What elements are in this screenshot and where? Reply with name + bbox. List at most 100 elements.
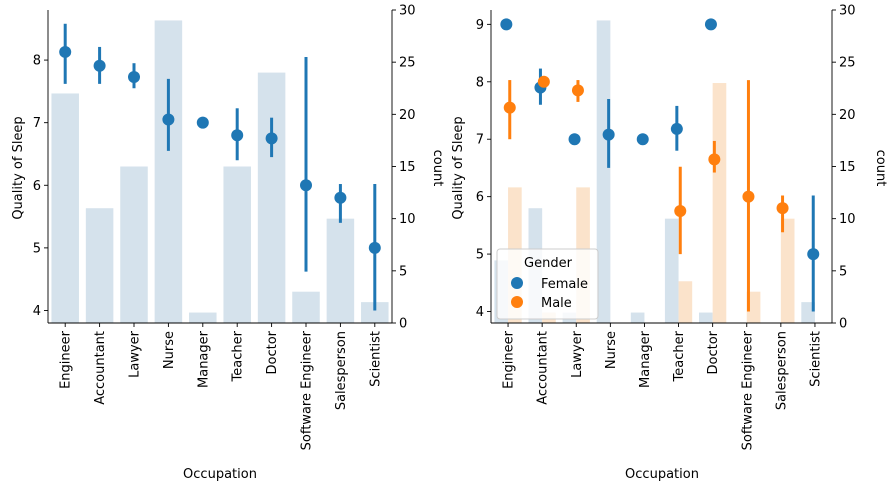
left-count-bar [292,291,320,323]
legend-female-marker [511,277,523,289]
left-ylabel: Quality of Sleep [11,116,26,219]
right-xlabel: Occupation [625,467,699,482]
left-xtick-label: Engineer [59,330,74,389]
right-y2tick-label: 5 [839,264,847,279]
left-point-all [334,191,347,204]
legend-title: Gender [524,256,573,271]
left-y2tick-label: 0 [399,317,407,332]
right-xtick-label: Teacher [672,330,687,382]
right-point-male [708,153,721,166]
left-xtick-label: Manager [196,330,211,388]
left-xtick-label: Software Engineer [300,330,315,450]
left-ytick-label: 4 [33,304,41,319]
right-ytick-label: 5 [476,248,484,263]
right-count-bar-male [678,281,693,323]
right-count-bar-female [630,312,645,323]
right-ytick-label: 9 [476,18,484,33]
left-point-all [368,241,381,254]
left-xtick-label: Doctor [265,330,280,374]
left-y2tick-label: 15 [399,160,416,175]
right-xtick-label: Nurse [604,331,619,369]
right-point-female [568,133,581,146]
left-count-bar [326,218,355,323]
right-point-male [537,75,550,88]
left-point-all [59,45,72,58]
right-point-female [500,18,513,31]
left-count-bar [223,166,251,323]
right-point-male [503,101,516,114]
right-xtick-label: Software Engineer [740,330,755,450]
right-point-female [704,18,717,31]
left-y2tick-label: 10 [399,212,416,227]
legend-male-marker [511,296,523,308]
right-ytick-label: 6 [476,190,484,205]
left-ytick-label: 7 [33,116,41,131]
right-count-bar-male [780,218,795,323]
right-y2tick-label: 10 [839,212,856,227]
left-xtick-label: Scientist [368,331,383,387]
right-count-bar-female [699,312,713,323]
legend: Gender Female Male [496,248,599,320]
legend-male-label: Male [541,296,572,311]
left-count-bar [361,302,389,323]
left-xtick-label: Salesperson [334,331,349,410]
right-ylabel: Quality of Sleep [451,116,466,219]
legend-female-label: Female [541,277,588,292]
right-y2tick-label: 15 [839,160,856,175]
left-count-bar [51,93,79,323]
right-xtick-label: Manager [638,330,653,388]
left-count-bar [189,312,217,323]
left-point-all [93,59,106,72]
left-xtick-label: Nurse [162,331,177,369]
right-count-bar-male [746,291,761,323]
left-y2tick-label: 5 [399,264,407,279]
left-y2tick-label: 25 [399,56,416,71]
left-xtick-label: Teacher [231,330,246,382]
right-y2tick-label: 25 [839,56,856,71]
right-y2label: count [873,150,888,187]
right-point-female [636,133,649,146]
left-count-bar [120,166,148,323]
right-ytick-label: 7 [476,133,484,148]
right-point-male [674,205,687,218]
right-count-bar-female [801,302,815,323]
left-ytick-label: 6 [33,179,41,194]
right-point-female [807,248,820,261]
left-count-bar [85,208,114,323]
left-ytick-label: 8 [33,54,41,69]
left-point-all [265,132,278,145]
right-xtick-label: Lawyer [570,330,585,378]
right-point-male [742,190,755,203]
left-point-all [162,113,175,126]
right-y2tick-label: 30 [839,4,856,19]
left-point-all [128,70,140,83]
left-point-all [231,129,244,142]
left-xtick-label: Accountant [93,331,108,405]
left-y2tick-label: 20 [399,108,416,123]
left-point-all [300,179,312,192]
right-point-female [670,122,683,135]
right-point-male [776,202,789,215]
right-y2tick-label: 0 [839,317,847,332]
left-ytick-label: 5 [33,241,41,256]
right-xtick-label: Scientist [808,331,823,387]
right-y2tick-label: 20 [839,108,856,123]
left-count-bar [154,20,183,324]
left-count-bar [257,72,286,323]
right-count-bar-female [596,20,611,324]
left-point-all [196,116,209,129]
right-xtick-label: Engineer [502,330,517,389]
right-point-female [602,128,615,141]
right-point-male [571,84,584,97]
left-xtick-label: Lawyer [128,330,143,378]
right-xtick-label: Doctor [706,330,721,374]
left-y2tick-label: 30 [399,4,416,19]
left-xlabel: Occupation [183,467,257,482]
right-count-bar-female [664,218,679,323]
right-count-bar-male [712,83,727,324]
right-xtick-label: Accountant [536,331,551,405]
right-ytick-label: 4 [476,305,484,320]
left-y2label: count [430,150,445,187]
right-xtick-label: Salesperson [774,331,789,410]
